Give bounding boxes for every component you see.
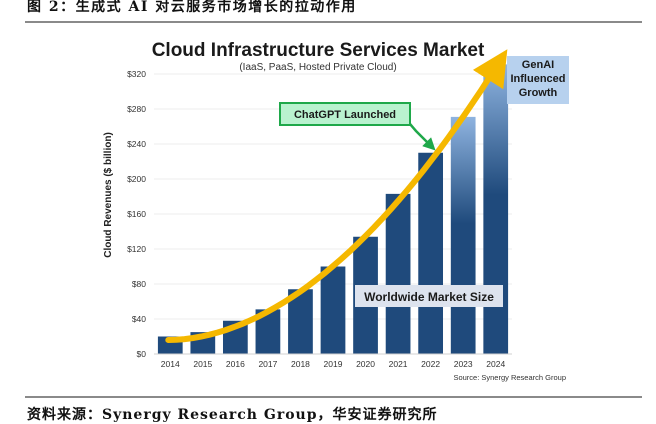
y-tick-label: $280 xyxy=(127,104,146,114)
y-tick-label: $160 xyxy=(127,209,146,219)
x-tick-label: 2018 xyxy=(291,359,310,369)
x-axis-ticks: 2014 2015 2016 2017 2018 2019 2020 2021 2022 2023… xyxy=(161,359,506,369)
y-tick-label: $320 xyxy=(127,69,146,79)
x-tick-label: 2021 xyxy=(389,359,408,369)
y-tick-label: $40 xyxy=(132,314,146,324)
market-size-label: Worldwide Market Size xyxy=(364,290,494,304)
figure-caption: 图 2：生成式 AI 对云服务市场增长的拉动作用 xyxy=(27,0,357,15)
y-axis-ticks: $0 $40 $80 $120 $160 $200 $240 $280 $320 xyxy=(127,69,146,359)
x-tick-label: 2024 xyxy=(486,359,505,369)
chart: Cloud Infrastructure Services Market (Ia… xyxy=(103,40,569,382)
genai-annotation-line-3: Growth xyxy=(519,87,558,99)
bar-2023 xyxy=(450,116,476,354)
x-tick-label: 2014 xyxy=(161,359,180,369)
bar-2021 xyxy=(385,193,411,354)
x-tick-label: 2022 xyxy=(421,359,440,369)
figure-footer-source: 资料来源：Synergy Research Group，华安证券研究所 xyxy=(27,407,438,423)
x-tick-label: 2017 xyxy=(258,359,277,369)
chart-subtitle: (IaaS, PaaS, Hosted Private Cloud) xyxy=(239,62,396,73)
y-tick-label: $200 xyxy=(127,174,146,184)
bar-2019 xyxy=(320,266,346,354)
bar-2022 xyxy=(418,152,444,354)
trend-curve-arrow xyxy=(165,49,508,343)
bar-2024 xyxy=(483,64,509,354)
chatgpt-annotation-box xyxy=(279,102,411,126)
x-tick-label: 2019 xyxy=(324,359,343,369)
market-size-label-box xyxy=(355,285,503,307)
top-rule xyxy=(25,21,642,23)
chart-title: Cloud Infrastructure Services Market xyxy=(152,40,485,61)
y-axis-label: Cloud Revenues ($ billion) xyxy=(103,132,114,258)
chatgpt-annotation-label: ChatGPT Launched xyxy=(294,109,396,121)
y-tick-label: $120 xyxy=(127,244,146,254)
chatgpt-pointer-arrow xyxy=(409,123,436,151)
x-tick-label: 2023 xyxy=(454,359,473,369)
x-tick-label: 2016 xyxy=(226,359,245,369)
x-tick-label: 2015 xyxy=(193,359,212,369)
x-tick-label: 2020 xyxy=(356,359,375,369)
bottom-rule xyxy=(25,396,642,398)
y-tick-label: $0 xyxy=(137,349,147,359)
genai-annotation-line-1: GenAI xyxy=(522,59,554,71)
y-tick-label: $80 xyxy=(132,279,146,289)
genai-annotation-line-2: Influenced xyxy=(510,73,565,85)
genai-annotation-box xyxy=(507,56,569,104)
chart-source: Source: Synergy Research Group xyxy=(453,373,566,382)
y-tick-label: $240 xyxy=(127,139,146,149)
